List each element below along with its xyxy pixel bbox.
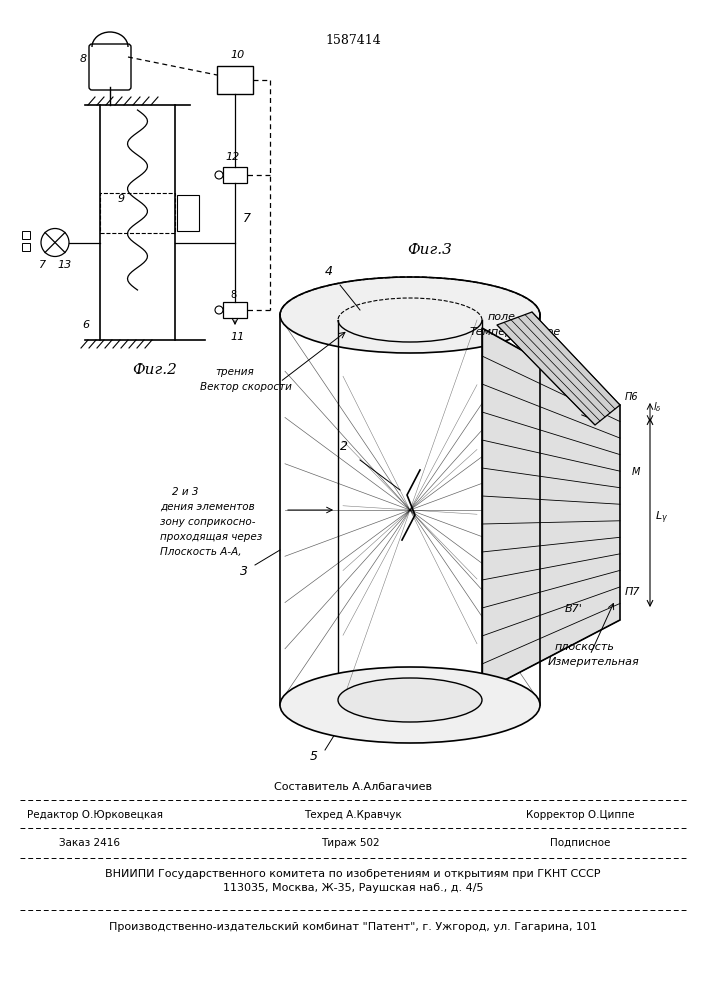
Text: Вектор скорости: Вектор скорости	[200, 382, 292, 392]
Text: плоскость: плоскость	[555, 642, 615, 652]
Text: B7': B7'	[565, 604, 583, 614]
Text: дения элементов: дения элементов	[160, 502, 255, 512]
Text: ВНИИПИ Государственного комитета по изобретениям и открытиям при ГКНТ СССР: ВНИИПИ Государственного комитета по изоб…	[105, 869, 601, 879]
Text: 11: 11	[230, 332, 244, 342]
Bar	[223, 167, 247, 183]
Bar	[177, 194, 199, 231]
Text: 2: 2	[340, 440, 348, 453]
Text: 7: 7	[39, 260, 46, 270]
Text: $l_δ$: $l_δ$	[653, 400, 662, 414]
Text: Составитель А.Албагачиев: Составитель А.Албагачиев	[274, 782, 432, 792]
Bar	[22, 231, 30, 238]
Text: Подписное: Подписное	[550, 838, 610, 848]
Bar	[223, 302, 247, 318]
Text: Плоскость А-А,: Плоскость А-А,	[160, 547, 242, 557]
Text: ω: ω	[445, 730, 457, 744]
Text: 10: 10	[230, 50, 244, 60]
Text: Фиг.3: Фиг.3	[407, 243, 452, 257]
Text: П6: П6	[625, 392, 638, 402]
Text: проходящая через: проходящая через	[160, 532, 262, 542]
Ellipse shape	[280, 277, 540, 353]
Text: M: M	[632, 467, 641, 477]
Text: 9: 9	[117, 194, 124, 205]
Text: поле: поле	[488, 312, 516, 322]
FancyBboxPatch shape	[89, 44, 131, 90]
Text: Редактор О.Юрковецкая: Редактор О.Юрковецкая	[27, 810, 163, 820]
Text: Измерительная: Измерительная	[548, 657, 640, 667]
Text: Производственно-издательский комбинат "Патент", г. Ужгород, ул. Гагарина, 101: Производственно-издательский комбинат "П…	[109, 922, 597, 932]
Text: 4: 4	[325, 265, 333, 278]
Text: 8: 8	[230, 290, 236, 300]
Text: Тираж 502: Тираж 502	[321, 838, 380, 848]
Text: 6: 6	[82, 320, 89, 330]
Text: Фиг.2: Фиг.2	[132, 363, 177, 377]
Text: 1587414: 1587414	[325, 33, 381, 46]
Text: 12: 12	[225, 152, 239, 162]
Text: 5: 5	[310, 750, 318, 763]
Bar	[22, 242, 30, 250]
Text: трения: трения	[215, 367, 254, 377]
Text: 8: 8	[80, 54, 87, 64]
Bar	[100, 192, 175, 232]
Ellipse shape	[338, 678, 482, 722]
Text: $L_γ$: $L_γ$	[655, 509, 668, 526]
Text: 3: 3	[240, 565, 248, 578]
Text: Корректор О.Циппе: Корректор О.Циппе	[526, 810, 634, 820]
Polygon shape	[482, 328, 620, 692]
Polygon shape	[497, 312, 620, 425]
Text: 13: 13	[57, 260, 71, 270]
Text: 113035, Москва, Ж-35, Раушская наб., д. 4/5: 113035, Москва, Ж-35, Раушская наб., д. …	[223, 883, 484, 893]
Text: 2 и 3: 2 и 3	[172, 487, 199, 497]
Text: B6': B6'	[590, 387, 606, 397]
Text: зону соприкосно-: зону соприкосно-	[160, 517, 255, 527]
Circle shape	[41, 229, 69, 256]
Text: Техред А.Кравчук: Техред А.Кравчук	[304, 810, 402, 820]
Bar	[217, 66, 253, 94]
Text: Температурное: Температурное	[470, 327, 561, 337]
Text: 7: 7	[243, 213, 251, 226]
Text: П7: П7	[625, 587, 641, 597]
Text: Заказ 2416: Заказ 2416	[59, 838, 120, 848]
Ellipse shape	[280, 667, 540, 743]
